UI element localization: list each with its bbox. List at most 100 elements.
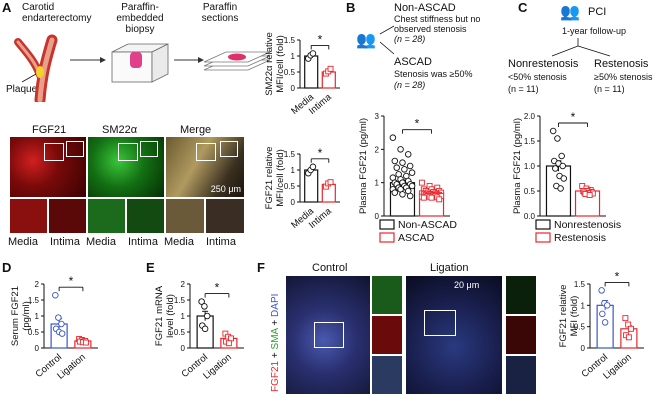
legend-swatch	[379, 219, 395, 230]
y-tick-label: 0	[291, 198, 296, 207]
bar-control	[596, 304, 614, 349]
micro-control-sma	[372, 276, 402, 314]
y-axis-label: Plasma FGF21 (pg/ml)	[358, 118, 369, 214]
y-axis-label: Plasma FGF21 (pg/ml)	[512, 118, 523, 214]
schematic-step-biopsy: Paraffin-embedded biopsy	[116, 2, 164, 35]
data-point	[549, 127, 557, 135]
data-point	[391, 157, 399, 165]
group-title-non-ascad: Non-ASCAD	[394, 2, 456, 14]
data-point	[560, 175, 568, 182]
y-tick-label: 1.5	[174, 296, 186, 305]
y-tick-label: 1.0	[524, 162, 536, 171]
y-tick-label: 3	[375, 112, 380, 121]
schematic-plaque-label: Plaque	[6, 84, 38, 95]
group-desc-restenosis: ≥50% stenosis	[594, 72, 653, 82]
schematic-step-endarterectomy: Carotid endarterectomy	[22, 2, 92, 24]
legend-swatch	[535, 219, 551, 230]
data-point	[559, 162, 566, 170]
y-tick-label: 0.5	[284, 182, 296, 191]
y-axis-label: MFI/cell (fold)	[275, 35, 286, 93]
y-tick-label: 2	[181, 280, 186, 289]
data-point	[327, 65, 334, 72]
y-axis-label: Serum FGF21	[10, 286, 21, 346]
roi-box	[44, 143, 64, 161]
y-tick-label: 0	[581, 344, 586, 353]
micro-ligation-merge	[506, 356, 536, 394]
y-tick-label: 1	[581, 301, 586, 310]
connector-line	[577, 45, 611, 57]
data-point	[406, 192, 414, 200]
y-tick-label: 1	[375, 179, 380, 188]
y-tick-label: 0.5	[28, 328, 40, 337]
roi-box	[424, 310, 456, 336]
people-icon: 👥	[560, 4, 580, 21]
data-point	[397, 146, 404, 153]
group-desc-non-ascad: Chest stiffness but no observed stenosis	[394, 14, 481, 34]
y-tick-label: 1	[291, 166, 296, 175]
legend-label: ASCAD	[398, 232, 435, 244]
group-desc-ascad: Stenosis was ≥50%	[394, 69, 473, 79]
micro-fgf21-overview	[10, 137, 86, 197]
y-axis-label: MFI/cell (fold)	[275, 149, 286, 207]
y-tick-label: 2	[35, 280, 40, 289]
y-tick-label: 1.5	[28, 296, 40, 305]
micro-ligation-overview: 20 μm	[406, 276, 502, 394]
panel-letter-c: C	[518, 0, 528, 15]
micro-zoom-sm22a-intima	[127, 199, 164, 233]
followup-label: 1-year follow-up	[562, 26, 627, 36]
legend-label: Restenosis	[554, 232, 606, 244]
data-point	[625, 334, 632, 341]
connector-line	[379, 41, 395, 55]
data-point	[598, 287, 605, 294]
y-tick-label: 0	[375, 212, 380, 221]
scale-bar-label: 250 μm	[210, 184, 241, 194]
y-tick-label: 0.5	[574, 323, 586, 332]
roi-box	[118, 143, 138, 161]
data-point	[228, 335, 234, 342]
roi-box	[140, 141, 158, 157]
data-point	[558, 152, 565, 160]
micro-label-intima-2: Intima	[128, 236, 158, 248]
data-point	[58, 330, 66, 337]
y-tick-label: 1	[181, 312, 186, 321]
y-tick-label: 0.5	[524, 187, 536, 196]
significance-star: *	[215, 281, 220, 295]
micro-ligation-sma	[506, 276, 536, 314]
data-point	[309, 163, 317, 171]
micro-zoom-fgf21-media	[10, 199, 47, 233]
people-icon: 👥	[356, 32, 376, 49]
y-tick-label: 0	[291, 84, 296, 93]
significance-star: *	[571, 110, 576, 124]
micro-header-merge: Merge	[180, 124, 212, 136]
legend-swatch	[535, 232, 551, 243]
micro-label-media-3: Media	[164, 236, 194, 248]
data-point	[406, 162, 414, 170]
micro-ligation-fgf21	[506, 316, 536, 354]
panel-letter-a: A	[2, 0, 12, 15]
data-point	[418, 179, 425, 186]
micro-zoom-merge-intima	[206, 199, 244, 233]
micro-control-fgf21	[372, 316, 402, 354]
y-axis-label: SM22α relative	[264, 32, 275, 96]
data-point	[586, 192, 593, 198]
data-point	[601, 319, 609, 326]
micro-zoom-fgf21-intima	[49, 199, 86, 233]
roi-box	[66, 141, 84, 157]
micro-control-overview	[286, 276, 370, 394]
data-point	[554, 135, 561, 142]
data-point	[393, 164, 400, 171]
data-point	[389, 134, 397, 141]
data-point	[401, 166, 408, 173]
data-point	[408, 169, 416, 176]
connector-line	[551, 38, 579, 57]
roi-box	[314, 322, 344, 348]
y-axis-label: (pg/ml)	[21, 301, 32, 331]
data-point	[599, 310, 606, 318]
data-point	[622, 315, 629, 322]
